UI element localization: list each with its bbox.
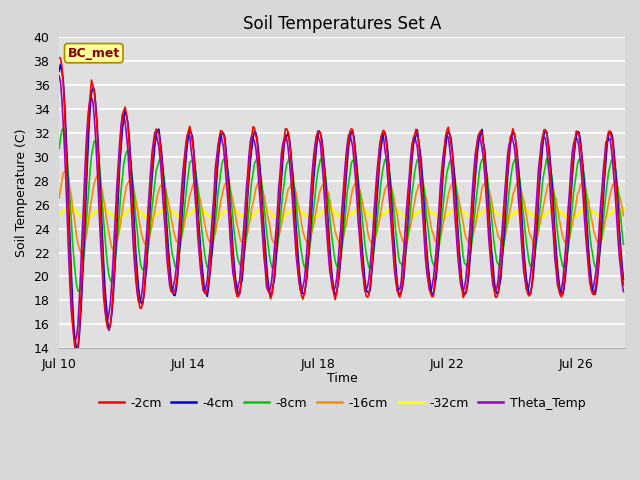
X-axis label: Time: Time <box>326 372 357 385</box>
Text: BC_met: BC_met <box>68 47 120 60</box>
Y-axis label: Soil Temperature (C): Soil Temperature (C) <box>15 129 28 257</box>
Legend: -2cm, -4cm, -8cm, -16cm, -32cm, Theta_Temp: -2cm, -4cm, -8cm, -16cm, -32cm, Theta_Te… <box>93 392 590 415</box>
Title: Soil Temperatures Set A: Soil Temperatures Set A <box>243 15 441 33</box>
